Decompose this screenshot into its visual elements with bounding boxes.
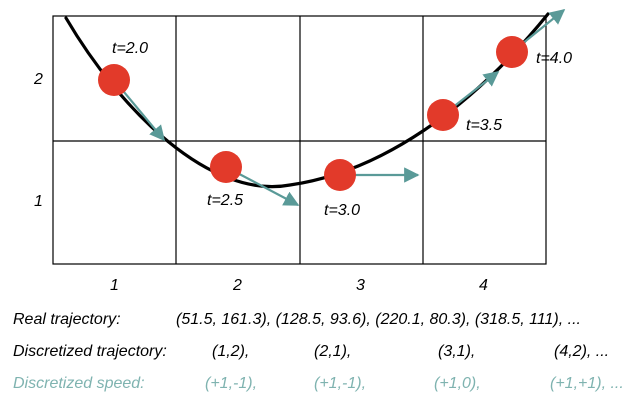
discretized-trajectory-value: (3,1), (438, 343, 475, 360)
point-label: t=3.5 (466, 117, 502, 134)
row-label-1: 1 (34, 193, 43, 210)
real-trajectory-values: (51.5, 161.3), (128.5, 93.6), (220.1, 80… (176, 311, 581, 328)
col-label-3: 3 (356, 277, 365, 294)
discretized-speed-label: Discretized speed: (13, 375, 145, 392)
trajectory-point (210, 151, 242, 183)
trajectory-point (496, 36, 528, 68)
trajectory-point (98, 64, 130, 96)
col-label-4: 4 (479, 277, 488, 294)
discretized-trajectory-value: (2,1), (314, 343, 351, 360)
col-label-1: 1 (110, 277, 119, 294)
col-label-2: 2 (232, 277, 242, 294)
point-label: t=3.0 (324, 202, 360, 219)
discretized-speed-value: (+1,-1), (314, 375, 366, 392)
discretized-speed-value: (+1,+1), ... (550, 375, 624, 392)
discretization-grid (52, 15, 547, 265)
real-trajectory-label: Real trajectory: (13, 311, 121, 328)
discretized-trajectory-value: (4,2), ... (554, 343, 609, 360)
point-label: t=2.5 (207, 192, 243, 209)
discretized-trajectory-label: Discretized trajectory: (13, 343, 167, 360)
row-label-2: 2 (33, 71, 43, 88)
discretized-trajectory-value: (1,2), (212, 343, 249, 360)
trajectory-point (324, 159, 356, 191)
trajectory-point (427, 99, 459, 131)
discretized-speed-value: (+1,-1), (205, 375, 257, 392)
discretized-speed-value: (+1,0), (434, 375, 481, 392)
point-label: t=4.0 (536, 50, 572, 67)
point-label: t=2.0 (112, 40, 148, 57)
